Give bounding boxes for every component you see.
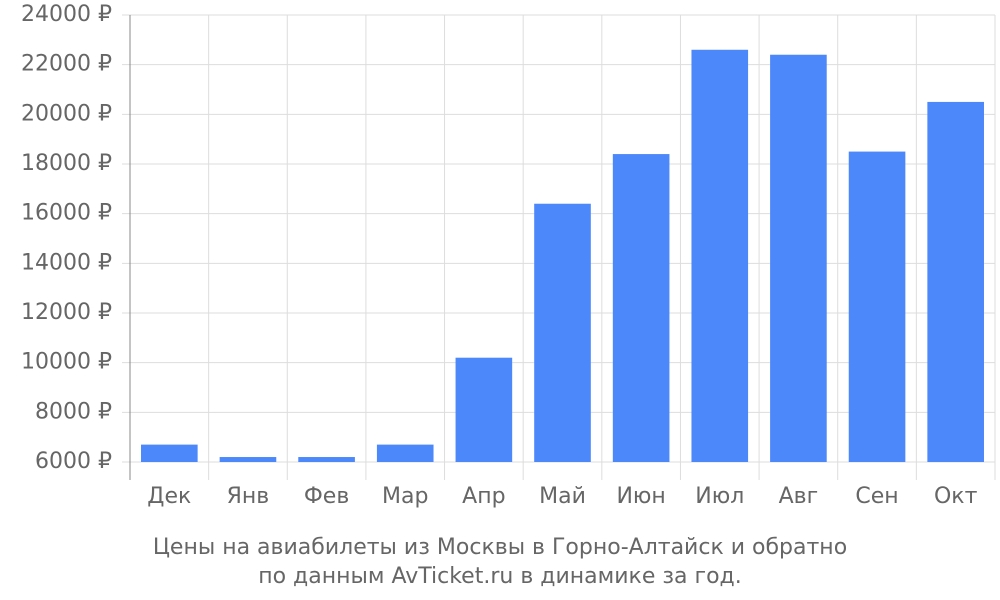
bar xyxy=(534,203,591,462)
bar xyxy=(612,154,670,463)
bar xyxy=(770,54,827,462)
x-tick-label: Фев xyxy=(304,484,349,509)
y-tick-label: 24000 ₽ xyxy=(21,2,112,27)
bar xyxy=(141,444,198,462)
x-tick-label: Сен xyxy=(855,484,898,509)
y-tick-label: 16000 ₽ xyxy=(21,201,112,226)
x-tick-label: Дек xyxy=(147,484,191,509)
x-tick-label: Апр xyxy=(462,484,505,509)
bar xyxy=(927,101,984,463)
x-tick-label: Июн xyxy=(616,484,665,509)
y-tick-label: 12000 ₽ xyxy=(21,300,112,325)
bar xyxy=(455,357,513,462)
chart-title: Цены на авиабилеты из Москвы в Горно-Алт… xyxy=(153,535,847,560)
x-tick-label: Янв xyxy=(227,484,270,509)
x-tick-label: Мар xyxy=(382,484,428,509)
x-tick-label: Окт xyxy=(934,484,978,509)
y-tick-label: 10000 ₽ xyxy=(21,350,112,375)
bar xyxy=(848,151,906,463)
y-tick-label: 6000 ₽ xyxy=(35,449,112,474)
y-tick-label: 14000 ₽ xyxy=(21,250,112,275)
x-tick-label: Май xyxy=(539,484,586,509)
y-tick-label: 20000 ₽ xyxy=(21,101,112,126)
y-tick-label: 22000 ₽ xyxy=(21,52,112,77)
y-tick-label: 18000 ₽ xyxy=(21,151,112,176)
x-tick-label: Июл xyxy=(695,484,744,509)
chart-subtitle: по данным AvTicket.ru в динамике за год. xyxy=(258,564,742,589)
bar xyxy=(298,457,355,462)
bar xyxy=(219,457,277,462)
bar xyxy=(376,444,434,462)
y-tick-label: 8000 ₽ xyxy=(35,399,112,424)
x-tick-label: Авг xyxy=(779,484,819,509)
bar xyxy=(691,49,749,463)
